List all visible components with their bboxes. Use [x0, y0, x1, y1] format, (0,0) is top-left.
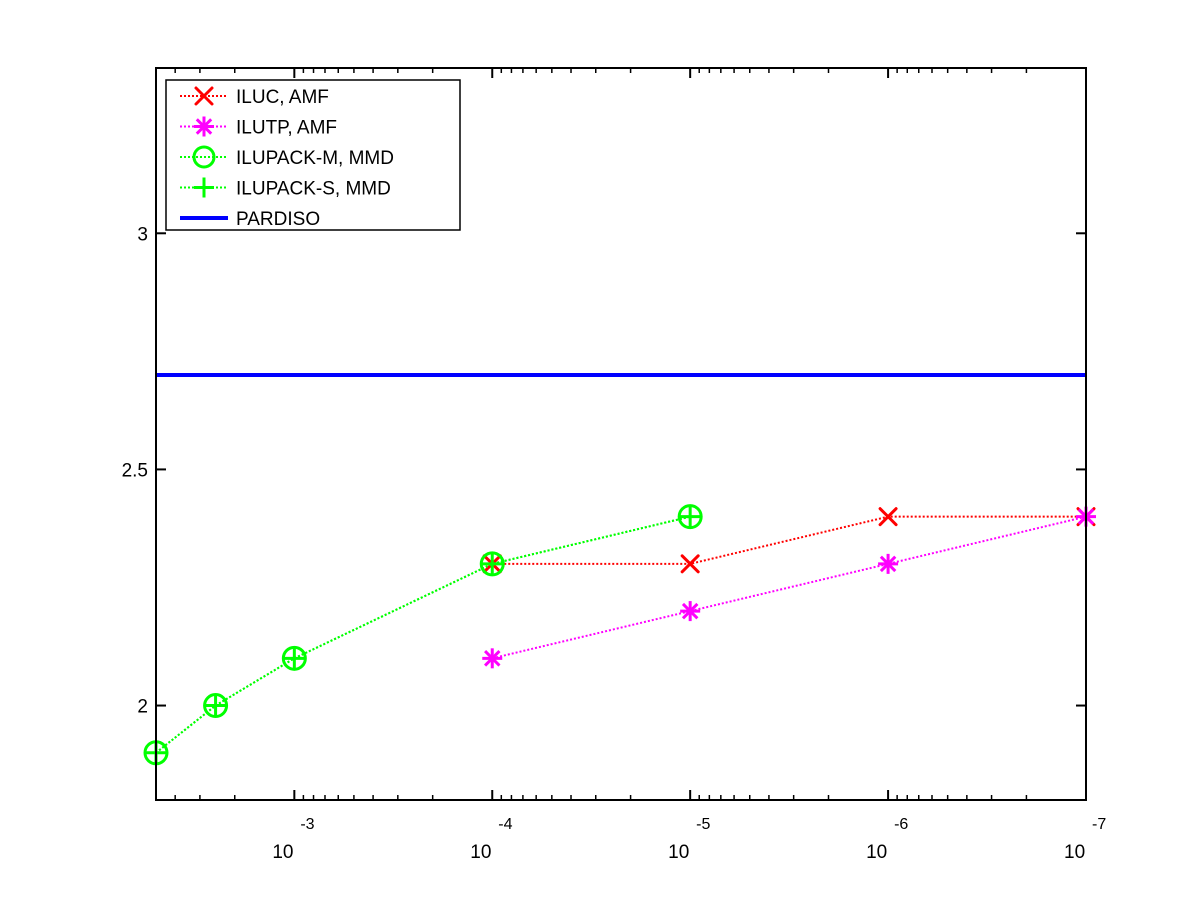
data-point: [283, 647, 306, 670]
legend-entry: ILUTP, AMF: [180, 116, 337, 139]
data-point: [680, 601, 701, 622]
x-tick-label-base: 10: [668, 842, 689, 863]
legend-entry: ILUPACK-S, MMD: [180, 177, 391, 200]
data-point: [204, 694, 227, 717]
x-tick-label-base: 10: [866, 842, 887, 863]
data-point: [679, 505, 702, 528]
legend-label: ILUPACK-M, MMD: [236, 148, 394, 169]
data-point: [481, 552, 504, 575]
x-tick-label-exponent: -7: [1092, 816, 1106, 833]
x-tick-label-exponent: -6: [894, 816, 908, 833]
legend-label: ILUTP, AMF: [236, 118, 337, 139]
legend-label: ILUC, AMF: [236, 87, 329, 108]
x-tick-label-exponent: -3: [300, 816, 314, 833]
series-layer: [143, 372, 1096, 766]
data-point: [482, 648, 503, 669]
legend-marker: [194, 86, 214, 106]
y-tick-label: 2: [137, 697, 148, 718]
data-point: [878, 507, 898, 527]
x-tick-label-base: 10: [272, 842, 293, 863]
x-tick-label-exponent: -4: [498, 816, 512, 833]
legend-entry: ILUC, AMF: [180, 86, 329, 108]
axes-layer: 10 -3 10 -4 10 -5 10 -6 10 -7 2 2.5 3: [122, 67, 1106, 863]
legend-marker: [194, 116, 214, 137]
y-tick-label: 3: [137, 224, 148, 245]
legend-marker: [194, 177, 214, 198]
y-tick-label: 2.5: [122, 460, 148, 481]
x-tick-label-base: 10: [470, 842, 491, 863]
data-point: [878, 553, 899, 574]
plot-frame: [155, 67, 1087, 801]
legend-label: PARDISO: [236, 209, 320, 230]
series-line: [492, 515, 1086, 565]
legend-marker: [192, 145, 216, 169]
series-line: [492, 515, 1087, 660]
legend-entry: ILUPACK-M, MMD: [180, 145, 394, 169]
legend: ILUC, AMF ILUTP, AMF ILUPACK-M, MMD ILUPACK…: [165, 79, 461, 231]
legend-entry: PARDISO: [180, 209, 320, 230]
data-point: [680, 554, 700, 574]
x-tick-label-exponent: -5: [696, 816, 710, 833]
x-tick-label-base: 10: [1064, 842, 1085, 863]
legend-label: ILUPACK-S, MMD: [236, 179, 391, 200]
